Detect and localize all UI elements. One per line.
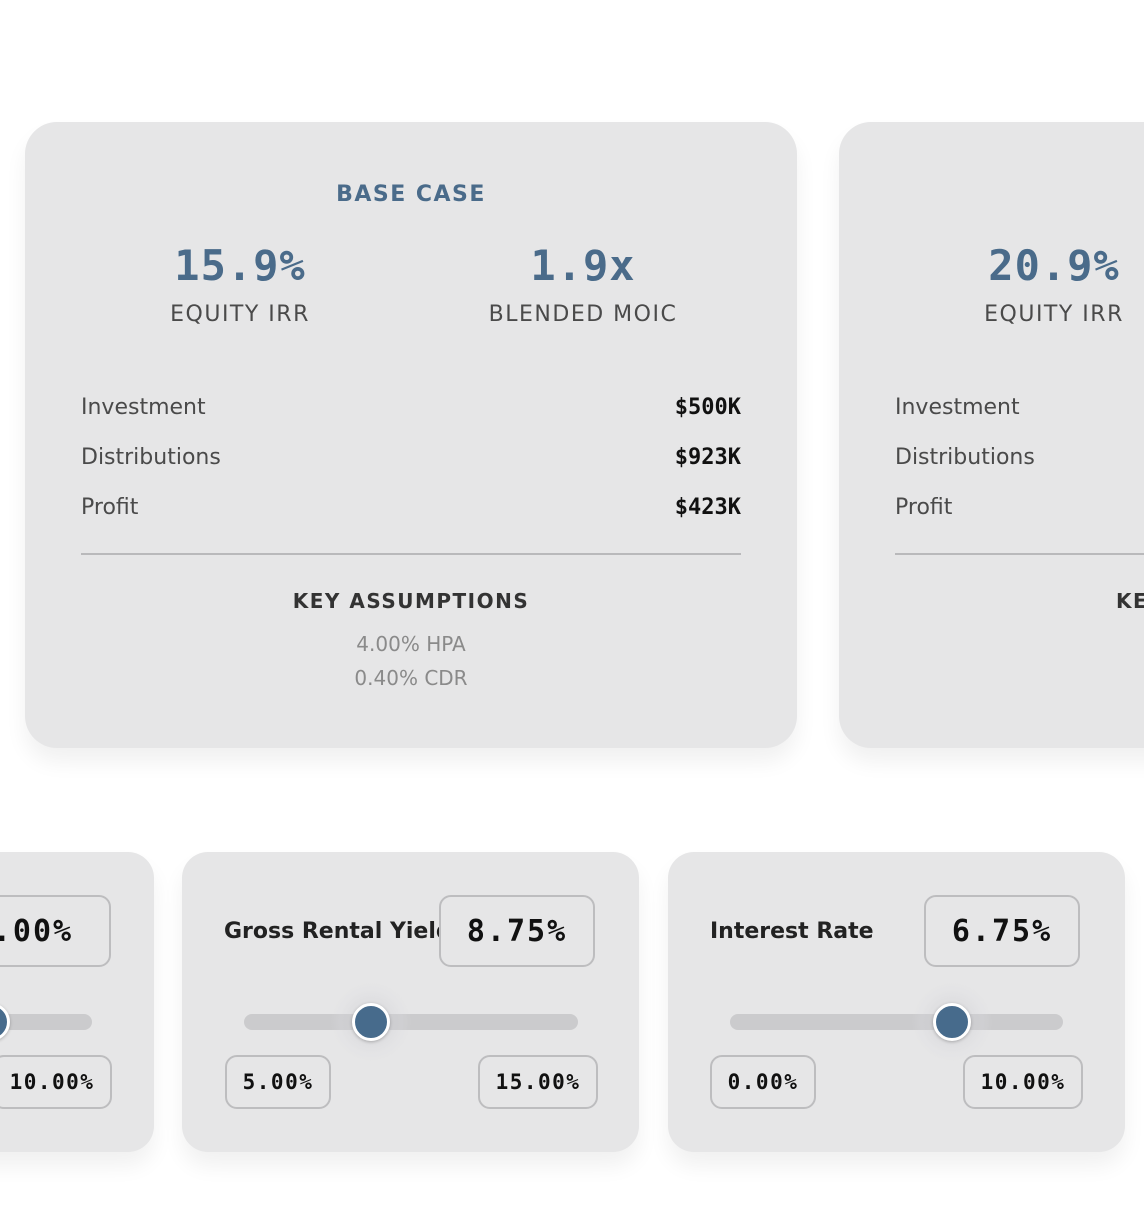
blended-moic-value: 1.9x (530, 241, 636, 290)
profit-label-alt: Profit (895, 495, 953, 520)
slider-value-box-clipped[interactable]: .00% (0, 895, 111, 967)
slider-track-clipped[interactable] (0, 1014, 92, 1030)
profit-value: $423K (674, 495, 741, 520)
equity-irr-label-alt: EQUITY IRR (984, 302, 1124, 327)
key-assumptions-title: KEY ASSUMPTIONS (292, 589, 530, 613)
equity-irr-value: 15.9% (174, 241, 306, 290)
interest-rate-max[interactable]: 10.00% (963, 1055, 1083, 1109)
divider-alt (895, 553, 1144, 555)
divider (81, 553, 741, 555)
interest-rate-label: Interest Rate (710, 919, 874, 944)
interest-rate-min[interactable]: 0.00% (710, 1055, 816, 1109)
scenario-title: BASE CASE (336, 182, 486, 207)
assumption-hpa: 4.00% HPA (356, 632, 466, 656)
key-assumptions-title-alt: KE (1116, 589, 1144, 613)
equity-irr-value-alt: 20.9% (988, 241, 1120, 290)
interest-rate-thumb[interactable] (932, 1003, 971, 1041)
distributions-value: $923K (674, 445, 741, 470)
scenario-card-base (25, 122, 797, 748)
interest-rate-track[interactable] (730, 1014, 1063, 1030)
investment-value: $500K (674, 395, 741, 420)
gross-rental-yield-min[interactable]: 5.00% (225, 1055, 331, 1109)
slider-max-clipped[interactable]: 10.00% (0, 1055, 112, 1109)
gross-rental-yield-value-box[interactable]: 8.75% (439, 895, 595, 967)
distributions-label: Distributions (81, 445, 221, 470)
investment-label: Investment (81, 395, 206, 420)
gross-rental-yield-thumb[interactable] (352, 1003, 391, 1041)
gross-rental-yield-max[interactable]: 15.00% (478, 1055, 598, 1109)
scenario-card-alt (839, 122, 1144, 748)
interest-rate-value-box[interactable]: 6.75% (924, 895, 1080, 967)
investment-label-alt: Investment (895, 395, 1020, 420)
distributions-label-alt: Distributions (895, 445, 1035, 470)
assumption-cdr: 0.40% CDR (354, 666, 468, 690)
profit-label: Profit (81, 495, 139, 520)
blended-moic-label: BLENDED MOIC (488, 302, 678, 327)
gross-rental-yield-label: Gross Rental Yield (224, 919, 452, 944)
equity-irr-label: EQUITY IRR (170, 302, 310, 327)
